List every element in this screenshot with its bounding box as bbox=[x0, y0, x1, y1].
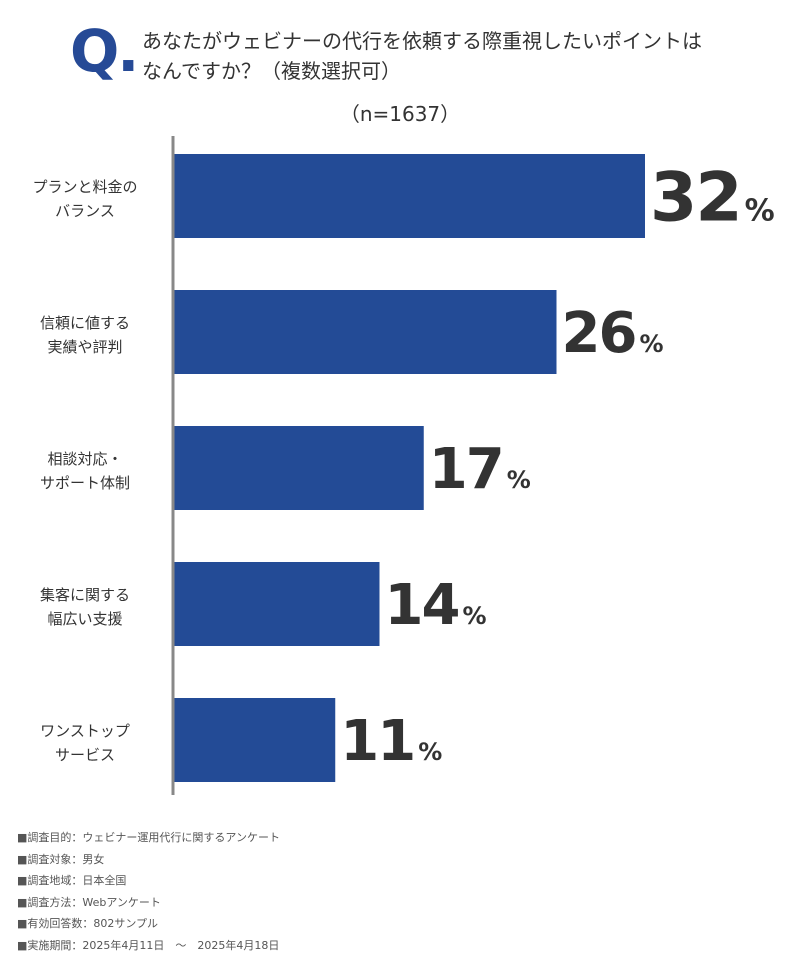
question-line-1: あなたがウェビナーの代行を依頼する際重視したいポイントは bbox=[142, 29, 702, 53]
bar-3 bbox=[173, 562, 380, 646]
bar-4 bbox=[173, 698, 336, 782]
category-label-0-0: プランと料金の bbox=[32, 178, 137, 196]
bar-2 bbox=[173, 426, 424, 510]
category-label-1-1: 実績や評判 bbox=[47, 338, 122, 356]
bar-1 bbox=[173, 290, 557, 374]
value-label-1: 26% bbox=[562, 301, 664, 366]
bar-0 bbox=[173, 154, 645, 238]
question-mark: Q. bbox=[70, 17, 139, 85]
category-label-3-0: 集客に関する bbox=[40, 586, 130, 604]
value-label-2: 17% bbox=[429, 437, 531, 502]
note-target: ■調査対象：男女 bbox=[17, 852, 105, 866]
note-period: ■実施期間：2025年4月11日 ～ 2025年4月18日 bbox=[17, 938, 280, 952]
question-line-2: なんですか？（複数選択可） bbox=[142, 59, 401, 83]
note-responses: ■有効回答数：802サンプル bbox=[17, 917, 159, 930]
note-purpose: ■調査目的：ウェビナー運用代行に関するアンケート bbox=[17, 831, 280, 844]
value-label-4: 11% bbox=[340, 709, 442, 774]
value-label-3: 14% bbox=[385, 573, 487, 638]
category-label-4-1: サービス bbox=[55, 746, 115, 764]
category-label-0-1: バランス bbox=[55, 202, 115, 220]
category-label-1-0: 信頼に値する bbox=[40, 314, 130, 332]
note-method: ■調査方法：Webアンケート bbox=[17, 895, 161, 909]
question-text: あなたがウェビナーの代行を依頼する際重視したいポイントは なんですか？（複数選択… bbox=[142, 26, 762, 86]
category-label-2-1: サポート体制 bbox=[40, 474, 130, 492]
survey-notes: ■調査目的：ウェビナー運用代行に関するアンケート ■調査対象：男女 ■調査地域：… bbox=[17, 827, 280, 956]
category-label-2-0: 相談対応・ bbox=[47, 450, 122, 468]
note-region: ■調査地域：日本全国 bbox=[17, 874, 127, 887]
value-label-0: 32% bbox=[650, 158, 775, 237]
sample-size: （n=1637） bbox=[339, 102, 461, 126]
category-label-4-0: ワンストップ bbox=[40, 722, 130, 740]
category-label-3-1: 幅広い支援 bbox=[47, 610, 122, 628]
